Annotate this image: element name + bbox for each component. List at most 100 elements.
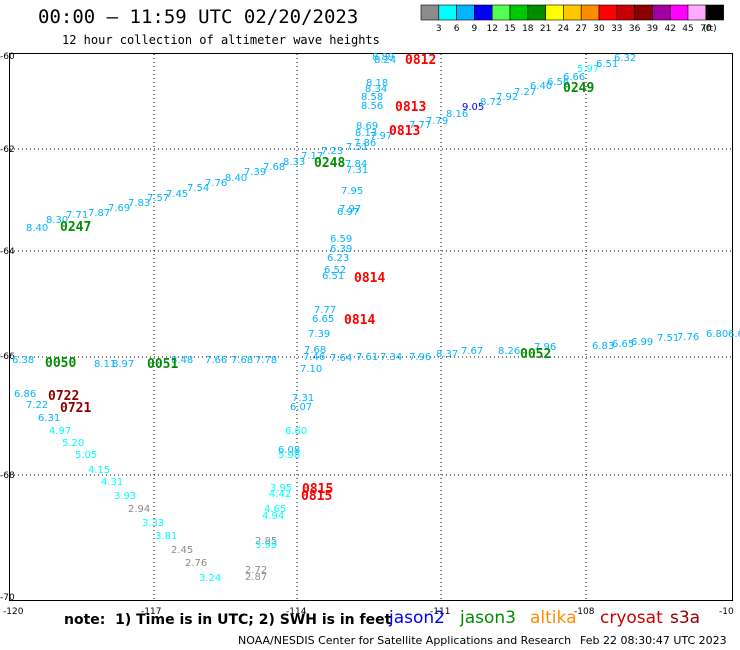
legend-tick-label: 12	[486, 24, 497, 34]
legend-swatch	[456, 4, 475, 21]
legend-tick-label: 6	[454, 24, 460, 34]
legend-swatch	[634, 4, 653, 21]
satellite-name: cryosat	[600, 608, 663, 628]
longitude-label: -10	[719, 607, 734, 617]
wave-height-value: 7.86	[354, 138, 376, 149]
wave-height-value: 3.99	[255, 540, 277, 551]
wave-height-value: 6.83	[592, 341, 614, 352]
wave-height-value: 7.34	[380, 352, 402, 363]
latitude-label: -70	[0, 593, 15, 603]
wave-height-value: 6.40	[530, 81, 552, 92]
legend-swatch	[527, 4, 546, 21]
longitude-label: -117	[141, 607, 161, 617]
pass-time-label: 0052	[520, 347, 551, 362]
wave-height-value: 8.16	[446, 109, 468, 120]
pass-time-label: 0722	[48, 389, 79, 404]
wave-height-value: 7.66	[205, 355, 227, 366]
wave-height-value: 8.40	[225, 173, 247, 184]
wave-height-value: 6.08	[278, 445, 300, 456]
legend-swatch	[491, 4, 511, 21]
wave-height-value: 8.33	[283, 157, 305, 168]
wave-height-value: 8.58	[361, 92, 383, 103]
wave-height-value: 8.48	[171, 355, 193, 366]
legend-swatch	[616, 4, 635, 21]
wave-height-value: 5.98	[278, 450, 300, 461]
wave-height-value: 9.05	[462, 102, 484, 113]
legend-tick-label: 27	[575, 24, 586, 34]
legend-swatch	[687, 4, 707, 21]
pass-time-label: 0051	[147, 357, 178, 372]
wave-height-value: 8.30	[46, 215, 68, 226]
latitude-label: -62	[0, 145, 15, 155]
wave-height-value: 8.18	[366, 78, 388, 89]
wave-height-value: 7.68	[304, 345, 326, 356]
pass-time-label: 0721	[60, 401, 91, 416]
wave-height-value: 2.76	[185, 558, 207, 569]
wave-height-value: 6.52	[324, 265, 346, 276]
legend-swatch	[509, 4, 529, 21]
legend-tick-label: 42	[664, 24, 675, 34]
wave-height-value: 6.51	[322, 271, 344, 282]
wave-height-value: 3.93	[114, 491, 136, 502]
wave-height-value: 6.86	[14, 389, 36, 400]
wave-height-value: 4.42	[269, 489, 291, 500]
satellite-name: altika	[530, 608, 577, 628]
legend-tick-label: 39	[647, 24, 659, 34]
wave-height-value: 7.95	[341, 186, 363, 197]
legend-swatch	[598, 4, 618, 21]
wave-height-value: 6.32	[614, 53, 636, 64]
wave-height-value: 7.68	[231, 355, 253, 366]
footer-note: note: 1) Time is in UTC; 2) SWH is in fe…	[64, 612, 392, 628]
wave-height-value: 7.45	[166, 189, 188, 200]
satellite-name: jason3	[460, 608, 516, 628]
wave-height-value: 8.56	[361, 101, 383, 112]
wave-height-value: 3.81	[155, 531, 177, 542]
pass-time-label: 0248	[314, 156, 345, 171]
latitude-label: -68	[0, 471, 15, 481]
legend-swatch	[545, 4, 564, 21]
wave-height-value: 7.83	[128, 198, 150, 209]
wave-height-value: 6.99	[631, 337, 653, 348]
wave-height-value: 8.40	[26, 223, 48, 234]
legend-swatch	[474, 4, 493, 21]
wave-height-value: 3.33	[142, 518, 164, 529]
wave-height-value: 8.69	[356, 121, 378, 132]
wave-height-value: 7.77	[314, 305, 336, 316]
wave-height-value: 7.51	[346, 142, 368, 153]
wave-height-value: 7.51	[657, 333, 679, 344]
wave-height-value: 7.96	[409, 352, 431, 363]
legend-swatch	[652, 4, 671, 21]
wave-height-value: 7.87	[88, 208, 110, 219]
wave-height-value: 5.97	[577, 64, 599, 75]
generated-timestamp: Feb 22 08:30:47 UTC 2023	[580, 634, 727, 647]
wave-height-value: 6.23	[327, 253, 349, 264]
wave-height-value: 7.27	[514, 87, 536, 98]
wave-height-value: 6.51	[596, 59, 618, 70]
wave-height-value: 6.38	[12, 355, 34, 366]
wave-height-value: 7.97	[370, 131, 392, 142]
wave-height-value: 3.24	[199, 573, 221, 584]
wave-height-value: 8.97	[112, 359, 134, 370]
longitude-label: -108	[574, 607, 595, 617]
plot-border	[9, 53, 733, 601]
pass-time-label: 0247	[60, 220, 91, 235]
pass-time-label: 0815	[302, 482, 333, 497]
wave-height-legend: 3 6 9 12 15 18 21 24 27 30 33 36 39 42 45 70(ft)	[420, 4, 724, 34]
legend-tick-label: 24	[558, 24, 570, 34]
wave-height-value: 7.78	[255, 355, 277, 366]
wave-height-value: 7.69	[108, 203, 130, 214]
wave-height-value: 7.68	[263, 162, 285, 173]
wave-height-value: 8.89	[372, 52, 394, 63]
longitude-label: -111	[430, 607, 450, 617]
wave-height-value: 7.64	[330, 353, 352, 364]
axis-labels: -120 -117 -114 -111 -108 -10 -60 -62 -64 -66 -68 -7…	[0, 52, 734, 617]
wave-height-value: 8.72	[480, 97, 502, 108]
wave-height-value: 2.72	[245, 565, 267, 576]
wave-height-value: 8.37	[436, 349, 458, 360]
wave-height-value: 6.31	[38, 413, 60, 424]
wave-height-value: 7.31	[346, 165, 368, 176]
wave-height-value: 7.76	[677, 332, 699, 343]
pass-time-label: 0813	[389, 124, 420, 139]
latitude-label: -64	[0, 247, 15, 257]
